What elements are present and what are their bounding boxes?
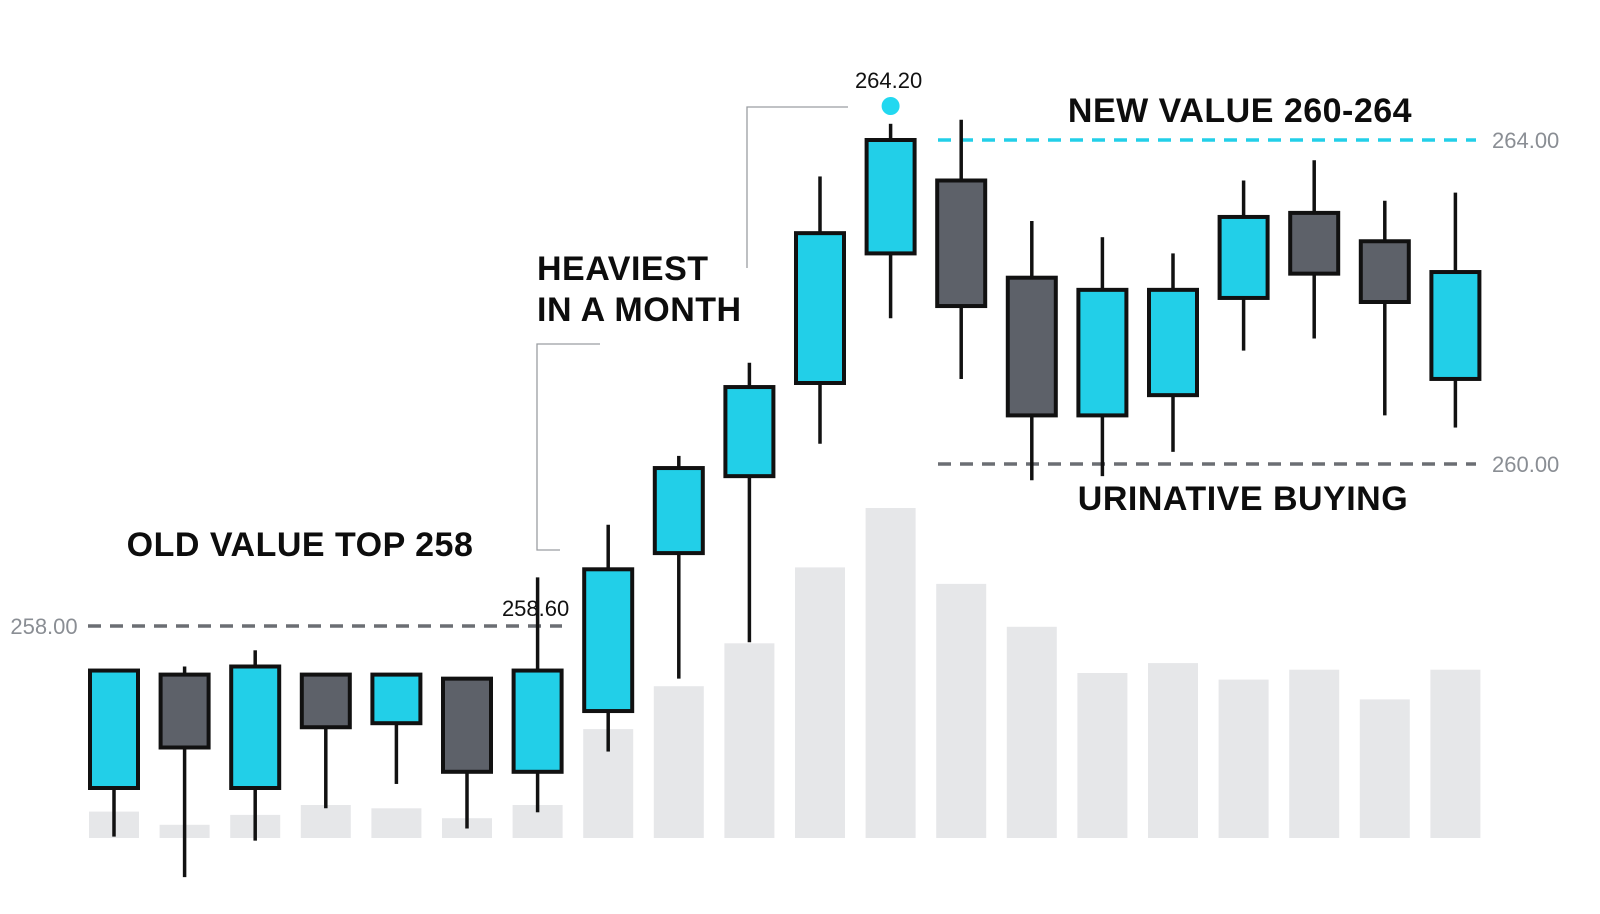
volume-bar bbox=[936, 583, 987, 838]
heaviest-bracket-upper bbox=[746, 106, 848, 268]
volume-bar bbox=[1077, 673, 1128, 838]
candle-14 bbox=[1005, 221, 1058, 481]
candle-body bbox=[1358, 239, 1411, 304]
volume-bar bbox=[1148, 663, 1198, 838]
breakout-price-label: 258.60 bbox=[502, 596, 569, 621]
session-high-marker bbox=[881, 97, 900, 115]
volume-bar bbox=[1289, 669, 1340, 838]
candle-body bbox=[229, 664, 282, 790]
candle-11 bbox=[794, 176, 846, 444]
old-value-level-label: 258.00 bbox=[10, 614, 77, 639]
new-value-bottom-level-label: 260.00 bbox=[1492, 452, 1559, 477]
heaviest-bracket-lower bbox=[536, 343, 600, 551]
candle-1 bbox=[88, 668, 140, 837]
candle-5 bbox=[370, 672, 423, 784]
candle-body bbox=[1147, 287, 1199, 398]
old-value-annotation: OLD VALUE TOP 258 bbox=[127, 526, 474, 564]
candle-body bbox=[1076, 287, 1129, 418]
candle-8 bbox=[582, 524, 635, 752]
candle-body bbox=[652, 466, 705, 556]
volume-bar bbox=[371, 808, 422, 838]
candle-9 bbox=[652, 455, 705, 679]
candle-body bbox=[511, 668, 564, 774]
candle-10 bbox=[723, 362, 776, 643]
candle-body bbox=[88, 668, 140, 790]
candle-body bbox=[1005, 275, 1058, 418]
candle-body bbox=[723, 385, 776, 479]
candle-body bbox=[794, 231, 846, 385]
volume-bar bbox=[865, 508, 916, 838]
candle-7 bbox=[511, 577, 564, 813]
new-value-top-level-label: 264.00 bbox=[1492, 128, 1559, 153]
price-levels: 258.00 264.00 260.00 bbox=[10, 128, 1559, 639]
candle-20 bbox=[1429, 192, 1482, 428]
annotation-brackets bbox=[536, 106, 848, 551]
candle-body bbox=[441, 676, 493, 774]
candle-body bbox=[158, 672, 211, 750]
candle-6 bbox=[441, 676, 493, 829]
volume-bar bbox=[1218, 679, 1269, 838]
volume-bar bbox=[795, 567, 845, 838]
volume-bar bbox=[1430, 669, 1481, 838]
buying-annotation: URINATIVE BUYING bbox=[1078, 480, 1408, 518]
session-high-label: 264.20 bbox=[855, 68, 922, 93]
volume-bar bbox=[300, 805, 351, 838]
candle-body bbox=[582, 567, 635, 714]
volume-bar bbox=[653, 686, 704, 838]
candle-body bbox=[1288, 210, 1341, 276]
candle-17 bbox=[1217, 180, 1270, 351]
candle-15 bbox=[1076, 237, 1129, 477]
candle-body bbox=[864, 138, 917, 256]
candles bbox=[88, 119, 1482, 878]
heaviest-annotation-line2: IN A MONTH bbox=[537, 291, 742, 329]
candle-body bbox=[299, 672, 352, 730]
candle-body bbox=[935, 178, 988, 309]
candle-18 bbox=[1288, 160, 1341, 339]
candle-12 bbox=[864, 123, 917, 319]
volume-bar bbox=[1359, 699, 1410, 838]
new-value-annotation: NEW VALUE 260-264 bbox=[1068, 92, 1412, 130]
candle-3 bbox=[229, 650, 282, 841]
candle-13 bbox=[935, 119, 988, 379]
candle-body bbox=[1217, 214, 1270, 300]
candle-body bbox=[370, 672, 423, 726]
candle-body bbox=[1429, 270, 1482, 381]
candle-16 bbox=[1147, 253, 1199, 452]
heaviest-annotation-line1: HEAVIEST bbox=[537, 250, 709, 288]
volume-bar bbox=[724, 643, 775, 838]
chart-labels: OLD VALUE TOP 258 HEAVIEST IN A MONTH NE… bbox=[127, 68, 1412, 621]
candle-2 bbox=[158, 666, 211, 878]
candle-19 bbox=[1358, 200, 1411, 416]
candle-4 bbox=[299, 672, 352, 809]
volume-bar bbox=[1006, 626, 1057, 838]
